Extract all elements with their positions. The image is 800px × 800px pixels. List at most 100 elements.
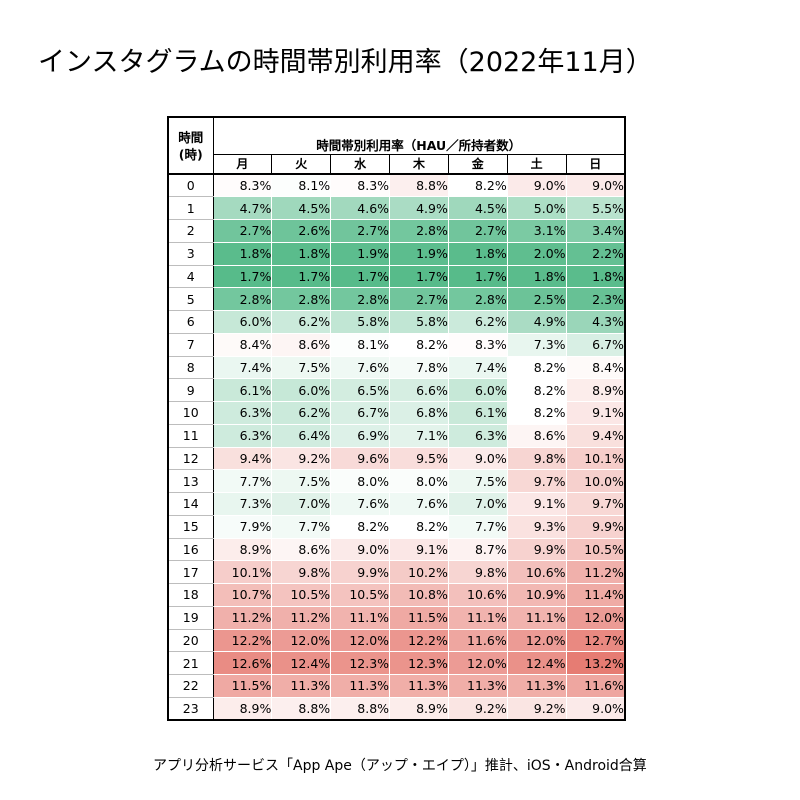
hour-label: 17 [168, 560, 214, 584]
hour-header-line: (時) [178, 146, 203, 162]
heat-cell: 1.8% [566, 265, 626, 289]
heat-cell: 6.0% [213, 310, 273, 334]
heat-cell: 9.9% [330, 560, 391, 584]
heat-cell: 10.8% [389, 583, 449, 607]
heat-cell: 10.1% [566, 447, 626, 471]
day-header-row: 月火水木金土日 [168, 154, 625, 175]
hour-label: 7 [168, 333, 214, 357]
heat-cell: 9.0% [507, 174, 567, 198]
heat-cell: 12.6% [213, 651, 273, 675]
heat-cell: 12.2% [389, 629, 449, 653]
heat-cell: 6.2% [271, 401, 332, 425]
heat-cell: 2.8% [448, 287, 508, 311]
heat-cell: 9.0% [448, 447, 508, 471]
heat-cell: 10.1% [213, 560, 273, 584]
hour-label: 4 [168, 265, 214, 289]
heat-cell: 8.9% [213, 538, 273, 562]
heat-cell: 1.7% [330, 265, 391, 289]
heat-cell: 11.5% [213, 674, 273, 698]
heat-cell: 11.2% [566, 560, 626, 584]
heat-cell: 8.2% [507, 401, 567, 425]
heat-cell: 2.2% [566, 242, 626, 266]
heat-cell: 9.0% [330, 538, 391, 562]
table-row: 12 9.4% 9.2% 9.6% 9.5% 9.0% 9.8% 10.1% [168, 447, 626, 471]
heat-cell: 10.5% [330, 583, 391, 607]
heat-cell: 12.0% [271, 629, 332, 653]
day-header: 水 [330, 154, 391, 175]
heat-cell: 11.6% [566, 674, 626, 698]
heat-cell: 6.9% [330, 424, 391, 448]
heat-cell: 7.1% [389, 424, 449, 448]
heat-cell: 8.0% [330, 469, 391, 493]
table-row: 19 11.2% 11.2% 11.1% 11.5% 11.1% 11.1% 12.0% [168, 606, 626, 630]
heat-cell: 12.2% [213, 629, 273, 653]
day-header: 月 [213, 154, 273, 175]
heat-cell: 9.0% [566, 174, 626, 198]
heat-cell: 8.8% [271, 697, 332, 721]
heat-cell: 2.8% [271, 287, 332, 311]
heat-cell: 11.6% [448, 629, 508, 653]
heat-cell: 9.3% [507, 515, 567, 539]
heat-cell: 11.3% [507, 674, 567, 698]
heat-cell: 6.3% [213, 401, 273, 425]
heat-cell: 10.5% [566, 538, 626, 562]
heat-cell: 2.7% [213, 219, 273, 243]
heat-cell: 8.1% [271, 174, 332, 198]
heat-cell: 10.6% [507, 560, 567, 584]
heat-cell: 2.8% [389, 219, 449, 243]
heat-cell: 12.0% [507, 629, 567, 653]
heat-cell: 8.1% [330, 333, 391, 357]
heat-cell: 11.3% [271, 674, 332, 698]
day-header: 金 [448, 154, 508, 175]
heat-cell: 7.0% [271, 492, 332, 516]
heat-cell: 9.2% [271, 447, 332, 471]
heat-cell: 8.3% [448, 333, 508, 357]
heat-cell: 3.1% [507, 219, 567, 243]
heat-cell: 4.5% [271, 196, 332, 220]
heat-cell: 6.7% [566, 333, 626, 357]
heat-cell: 6.2% [271, 310, 332, 334]
hour-label: 14 [168, 492, 214, 516]
heat-cell: 9.4% [213, 447, 273, 471]
heat-cell: 8.2% [389, 333, 449, 357]
heat-cell: 6.2% [448, 310, 508, 334]
table-row: 8 7.4% 7.5% 7.6% 7.8% 7.4% 8.2% 8.4% [168, 356, 626, 380]
heat-cell: 9.5% [389, 447, 449, 471]
heat-cell: 12.3% [389, 651, 449, 675]
heat-cell: 6.7% [330, 401, 391, 425]
table-row: 4 1.7% 1.7% 1.7% 1.7% 1.7% 1.8% 1.8% [168, 265, 626, 289]
heat-cell: 7.5% [448, 469, 508, 493]
heat-cell: 11.1% [448, 606, 508, 630]
heat-cell: 7.6% [330, 492, 391, 516]
hour-label: 15 [168, 515, 214, 539]
heat-cell: 6.5% [330, 378, 391, 402]
heat-cell: 9.8% [448, 560, 508, 584]
heat-cell: 6.1% [448, 401, 508, 425]
table-row: 1 4.7% 4.5% 4.6% 4.9% 4.5% 5.0% 5.5% [168, 196, 626, 220]
heat-cell: 1.7% [213, 265, 273, 289]
heat-cell: 6.3% [213, 424, 273, 448]
heat-cell: 11.3% [330, 674, 391, 698]
hour-label: 9 [168, 378, 214, 402]
source-note: アプリ分析サービス「App Ape（アップ・エイプ）」推計、iOS・Androi… [153, 758, 647, 774]
heat-cell: 1.7% [271, 265, 332, 289]
heat-cell: 11.4% [566, 583, 626, 607]
table-row: 0 8.3% 8.1% 8.3% 8.8% 8.2% 9.0% 9.0% [168, 174, 626, 198]
table-row: 16 8.9% 8.6% 9.0% 9.1% 8.7% 9.9% 10.5% [168, 538, 626, 562]
table-row: 11 6.3% 6.4% 6.9% 7.1% 6.3% 8.6% 9.4% [168, 424, 626, 448]
heat-cell: 7.0% [448, 492, 508, 516]
table-row: 9 6.1% 6.0% 6.5% 6.6% 6.0% 8.2% 8.9% [168, 378, 626, 402]
heat-cell: 12.4% [507, 651, 567, 675]
heat-cell: 2.6% [271, 219, 332, 243]
day-header: 土 [507, 154, 567, 175]
table-row: 23 8.9% 8.8% 8.8% 8.9% 9.2% 9.2% 9.0% [168, 697, 626, 721]
hour-label: 6 [168, 310, 214, 334]
hour-label: 21 [168, 651, 214, 675]
heat-cell: 4.7% [213, 196, 273, 220]
hour-label: 11 [168, 424, 214, 448]
day-header: 日 [566, 154, 625, 175]
heat-cell: 8.6% [271, 333, 332, 357]
heat-cell: 1.8% [448, 242, 508, 266]
heat-cell: 7.6% [330, 356, 391, 380]
heat-cell: 12.0% [330, 629, 391, 653]
